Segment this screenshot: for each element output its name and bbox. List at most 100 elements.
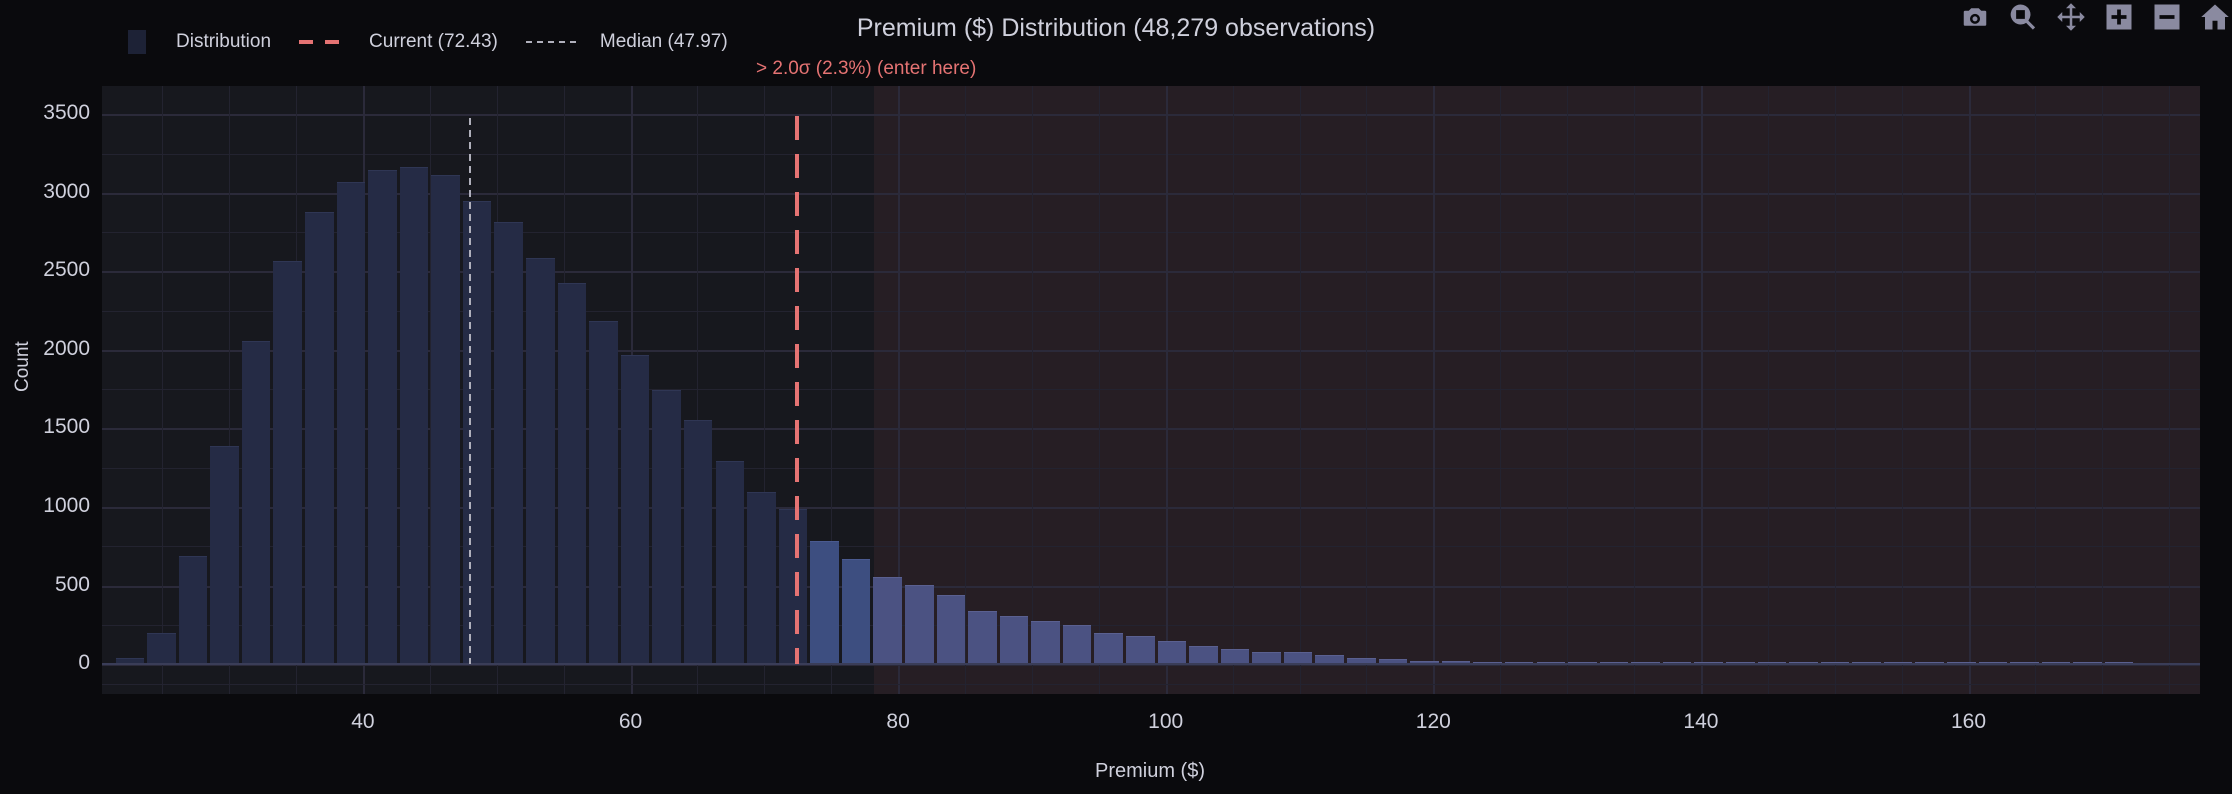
histogram-bar[interactable] [904, 584, 934, 665]
histogram-bar[interactable] [147, 633, 176, 665]
histogram-bar[interactable] [462, 201, 492, 665]
histogram-bar[interactable] [620, 355, 650, 665]
histogram-bar[interactable] [1157, 641, 1187, 665]
gridline-minor-x [1098, 86, 1100, 694]
gridline-major-x [1165, 86, 1168, 694]
x-tick-label: 120 [1415, 710, 1451, 733]
histogram-bar[interactable] [1631, 661, 1660, 665]
histogram-bar[interactable] [1126, 636, 1155, 665]
gridline-minor-y [102, 683, 2200, 685]
histogram-bar[interactable] [1252, 652, 1281, 665]
x-tick-label: 60 [618, 710, 643, 733]
zoom-in-button[interactable] [2102, 0, 2136, 34]
histogram-bar[interactable] [841, 558, 871, 665]
legend-item-median[interactable]: Median (47.97) [525, 31, 728, 53]
gridline-minor-x [697, 86, 699, 694]
histogram-bar[interactable] [715, 460, 745, 665]
histogram-bar[interactable] [305, 212, 334, 665]
zoom-out-button[interactable] [2150, 0, 2184, 34]
histogram-bar[interactable] [1441, 661, 1471, 665]
histogram-bar[interactable] [1347, 657, 1376, 665]
histogram-bar[interactable] [178, 556, 208, 665]
histogram-bar[interactable] [1915, 661, 1944, 665]
histogram-bar[interactable] [747, 491, 776, 665]
gridline-major-x [1968, 86, 1971, 694]
gridline-major-x [1700, 86, 1703, 694]
home-button[interactable] [2198, 0, 2232, 34]
histogram-bar[interactable] [1094, 632, 1123, 665]
histogram-bar[interactable] [241, 341, 271, 665]
gridline-major-y [102, 428, 2200, 431]
current-swatch [299, 40, 348, 44]
histogram-bar[interactable] [778, 509, 808, 665]
gridline-minor-y [102, 310, 2200, 312]
histogram-bar[interactable] [494, 221, 524, 665]
legend-label-median: Median (47.97) [599, 31, 728, 52]
histogram-bar[interactable] [968, 611, 997, 665]
x-tick-label: 160 [1950, 710, 1987, 733]
current-line [794, 116, 799, 665]
legend-label-current: Current (72.43) [369, 31, 498, 52]
gridline-major-y [102, 192, 2200, 195]
gridline-minor-x [1031, 86, 1033, 694]
gridline-minor-x [1634, 86, 1636, 694]
histogram-bar[interactable] [1220, 649, 1250, 665]
histogram-bar[interactable] [1315, 655, 1345, 665]
gridline-minor-x [2035, 86, 2037, 694]
histogram-bar[interactable] [210, 446, 239, 665]
x-tick-label: 100 [1148, 710, 1184, 733]
histogram-bar[interactable] [683, 419, 713, 665]
histogram-bar[interactable] [1410, 660, 1439, 665]
zoom-button[interactable] [2006, 0, 2040, 34]
histogram-bar[interactable] [873, 576, 902, 665]
median-swatch [525, 41, 580, 43]
histogram-bar[interactable] [273, 260, 302, 665]
histogram-bar[interactable] [1599, 661, 1629, 665]
histogram-bar[interactable] [652, 389, 681, 665]
histogram-bar[interactable] [1662, 661, 1692, 665]
legend-item-current[interactable]: Current (72.43) [299, 31, 498, 53]
home-icon [2201, 4, 2229, 30]
histogram-bar[interactable] [936, 594, 966, 665]
y-tick-label: 1000 [43, 494, 90, 518]
histogram-bar[interactable] [999, 616, 1029, 665]
pan-button[interactable] [2054, 0, 2088, 34]
histogram-bar[interactable] [557, 282, 587, 665]
gridline-minor-y [102, 624, 2200, 626]
gridline-major-y [102, 507, 2200, 510]
histogram-bar[interactable] [431, 174, 460, 665]
modebar [1944, 0, 2232, 34]
gridline-major-y [102, 664, 2200, 667]
distribution-swatch [128, 30, 146, 54]
zero-line [102, 663, 2200, 666]
gridline-minor-y [102, 153, 2200, 155]
zoom-in-icon [2106, 4, 2132, 30]
histogram-bar[interactable] [1031, 620, 1060, 665]
histogram-bar[interactable] [1189, 645, 1218, 665]
y-tick-label: 2500 [43, 258, 90, 282]
histogram-bar[interactable] [336, 182, 366, 665]
zoom-out-icon [2154, 4, 2180, 30]
gridline-minor-x [229, 86, 231, 694]
y-tick-label: 500 [54, 572, 90, 596]
gridline-minor-x [831, 86, 833, 694]
histogram-bar[interactable] [526, 257, 555, 665]
histogram-bar[interactable] [399, 166, 429, 665]
gridline-minor-x [1366, 86, 1368, 694]
gridline-minor-x [162, 86, 164, 694]
histogram-bar[interactable] [810, 541, 839, 665]
histogram-bar[interactable] [1378, 659, 1408, 665]
legend-item-distribution[interactable]: Distribution [128, 30, 271, 54]
histogram-bar[interactable] [115, 658, 145, 665]
histogram-bar[interactable] [589, 320, 618, 665]
gridline-minor-y [102, 232, 2200, 234]
gridline-minor-x [1901, 86, 1903, 694]
histogram-bar[interactable] [368, 169, 397, 665]
histogram-bar[interactable] [1283, 652, 1313, 665]
plot-area[interactable] [102, 86, 2200, 694]
histogram-bar[interactable] [1473, 661, 1502, 665]
y-tick-label: 2000 [43, 336, 90, 360]
gridline-minor-x [1567, 86, 1569, 694]
histogram-bar[interactable] [1062, 625, 1092, 665]
camera-button[interactable] [1958, 0, 1992, 34]
